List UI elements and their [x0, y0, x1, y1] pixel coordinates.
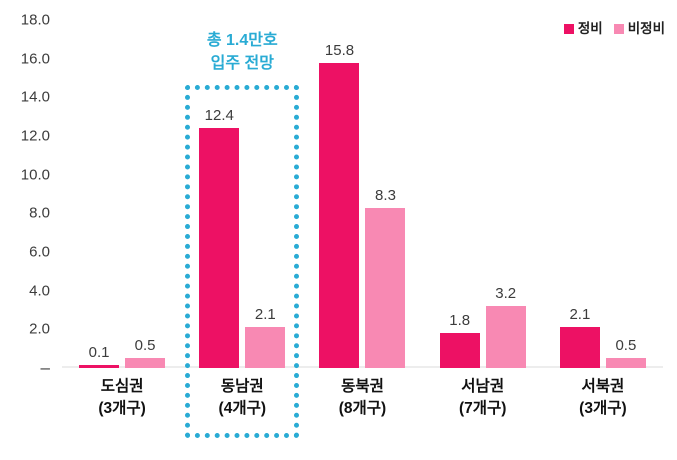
bar-group: 15.8 8.3	[302, 20, 422, 368]
bar-value-label: 15.8	[324, 41, 355, 59]
y-axis-tick-label: 10.0	[20, 166, 50, 184]
y-axis-tick-label: 6.0	[29, 243, 50, 261]
legend-item-bijeongbi[interactable]: 비정비	[613, 21, 665, 36]
chart-legend: 정비 비정비	[563, 21, 665, 36]
bar-value-label: 0.5	[615, 337, 637, 355]
bar-rect	[125, 358, 166, 368]
x-axis-category-label: 도심권 (3개구)	[62, 376, 182, 421]
bar[interactable]: 0.5	[605, 338, 646, 368]
bar-rect	[559, 327, 600, 368]
y-axis-tick-label: 18.0	[20, 11, 50, 29]
category-label-line: 서남권	[461, 378, 505, 395]
axis-baseline	[62, 366, 663, 368]
category-label-line: (3개구)	[579, 400, 627, 418]
bar-rect	[245, 327, 286, 368]
bar[interactable]: 15.8	[319, 43, 360, 368]
x-axis-category-label: 동남권 (4개구)	[182, 376, 302, 421]
legend-swatch-icon	[613, 23, 624, 34]
bar-value-label: 2.1	[254, 306, 276, 324]
bar[interactable]: 0.5	[125, 338, 166, 368]
bar-group: 2.1 0.5	[543, 20, 663, 368]
y-axis-tick-label: 8.0	[29, 204, 50, 222]
bar-value-label: 8.3	[375, 186, 396, 204]
x-axis-category-label: 동북권 (8개구)	[302, 376, 422, 421]
bar[interactable]: 1.8	[439, 313, 480, 368]
y-axis-tick-label: 12.0	[20, 127, 50, 145]
category-label-line: 서북권	[581, 378, 625, 395]
bar[interactable]: 12.4	[199, 108, 240, 368]
y-axis-tick-label: 4.0	[29, 282, 50, 300]
y-axis-tick-label: 2.0	[29, 320, 50, 338]
bar-value-label: 3.2	[495, 285, 517, 303]
bar-group: 12.4 2.1	[182, 20, 302, 368]
category-label-line: 동남권	[220, 378, 264, 395]
x-axis-category-label: 서남권 (7개구)	[423, 376, 543, 421]
bar[interactable]: 8.3	[365, 188, 406, 368]
legend-item-jeongbi[interactable]: 정비	[563, 21, 603, 36]
bar-value-label: 0.5	[134, 337, 156, 355]
category-label-line: 동북권	[341, 378, 384, 395]
bar[interactable]: 2.1	[559, 307, 600, 368]
bar-value-label: 0.1	[88, 344, 110, 361]
plot-area: 0.1 0.5 12.4 2.1 15.8 8.3 1.8 3.2 2.1 0.5	[62, 20, 663, 368]
annotation-line: 총 1.4만호	[206, 32, 278, 49]
bar-rect	[439, 333, 480, 368]
category-label-line: (8개구)	[338, 400, 387, 418]
category-label-line: (4개구)	[218, 400, 267, 418]
legend-swatch-icon	[563, 23, 574, 34]
category-label-line: (3개구)	[98, 400, 146, 418]
y-axis-tick-label: –	[40, 358, 50, 377]
category-label-line: 도심권	[100, 378, 144, 395]
bar[interactable]: 0.1	[79, 345, 120, 368]
bar-value-label: 2.1	[569, 306, 591, 324]
bar-value-label: 1.8	[449, 312, 471, 330]
y-axis-tick-label: 14.0	[20, 88, 50, 106]
bar-value-label: 12.4	[204, 107, 234, 125]
bar-group: 0.1 0.5	[62, 20, 182, 368]
legend-label: 정비	[577, 21, 603, 36]
bar-group: 1.8 3.2	[423, 20, 543, 368]
bar-rect	[79, 365, 120, 368]
bar-rect	[319, 62, 360, 368]
bar[interactable]: 3.2	[485, 286, 526, 368]
bar-rect	[605, 358, 646, 368]
y-axis-tick-label: 16.0	[20, 50, 50, 68]
bar-rect	[365, 207, 406, 368]
x-axis-category-label: 서북권 (3개구)	[543, 376, 663, 421]
bar-rect	[199, 128, 240, 368]
bar-rect	[485, 306, 526, 368]
category-label-line: (7개구)	[458, 400, 507, 418]
annotation-line: 입주 전망	[210, 54, 274, 72]
bar[interactable]: 2.1	[245, 307, 286, 368]
legend-label: 비정비	[627, 21, 665, 36]
